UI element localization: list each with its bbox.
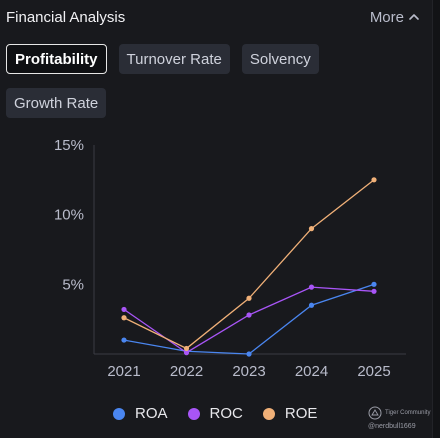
data-point-roc [371,288,377,294]
data-point-roe [121,315,127,321]
data-point-roe [371,177,377,183]
data-point-roc [121,306,127,313]
y-tick-label: 10% [54,207,84,224]
more-button[interactable]: More [370,9,420,26]
panel-title: Financial Analysis [6,8,126,26]
data-point-roa [308,302,315,308]
data-point-roc [183,350,190,356]
more-label: More [369,8,404,26]
data-point-roe [183,345,190,352]
tab-growth-rate[interactable]: Growth Rate [6,88,107,118]
watermark: Tiger Community @nerdbull1669 [368,406,430,431]
legend-label-roe: ROE [284,405,318,422]
series-line-roa [123,283,375,355]
y-tick-label: 15% [54,137,84,154]
data-point-roa [371,281,377,287]
data-point-roe [246,295,252,301]
legend-dot-roa [113,407,125,420]
series-line-roe [123,179,375,350]
profitability-line-chart: 5% 10% 15% 2021 2022 2023 2024 2025 [54,137,406,380]
x-tick-label: 2021 [107,363,140,380]
watermark-user: @nerdbull1669 [368,423,416,430]
data-point-roa [121,337,127,343]
scrollbar-track[interactable] [433,0,440,438]
chevron-up-icon [409,14,419,20]
legend-item-roa[interactable]: ROA [113,405,168,422]
data-point-roe [308,226,315,232]
legend-item-roc[interactable]: ROC [187,405,243,422]
legend-label-roc: ROC [209,405,243,422]
tab-profitability[interactable]: Profitability [6,44,107,74]
x-tick-label: 2023 [232,363,265,380]
tab-turnover-rate[interactable]: Turnover Rate [118,44,230,74]
legend-dot-roc [187,407,200,420]
x-tick-label: 2025 [357,363,390,380]
data-point-roc [246,312,252,318]
data-point-roa [246,351,252,357]
watermark-brand: Tiger Community [385,409,431,416]
legend-item-roe[interactable]: ROE [262,405,318,422]
panel-header: Financial Analysis More [6,6,420,28]
legend-label-roa: ROA [135,405,168,422]
chart-legend: ROA ROC ROE [113,405,317,422]
y-tick-label: 5% [62,276,84,293]
tab-solvency[interactable]: Solvency [241,44,319,74]
legend-dot-roe [262,407,275,420]
metric-tabs: Profitability Turnover Rate Solvency Gro… [6,44,416,118]
tiger-logo-icon [368,406,382,420]
data-point-roc [308,284,315,290]
x-tick-label: 2024 [295,363,328,380]
x-tick-label: 2022 [170,363,203,380]
